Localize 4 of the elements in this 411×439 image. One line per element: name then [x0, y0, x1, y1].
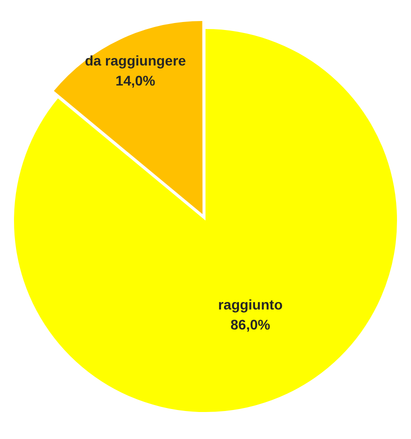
slice-label: da raggiungere — [84, 52, 186, 68]
data-label: 14,0% — [116, 72, 156, 88]
data-label: 86,0% — [230, 316, 271, 333]
slice-label: raggiunto — [218, 296, 283, 313]
